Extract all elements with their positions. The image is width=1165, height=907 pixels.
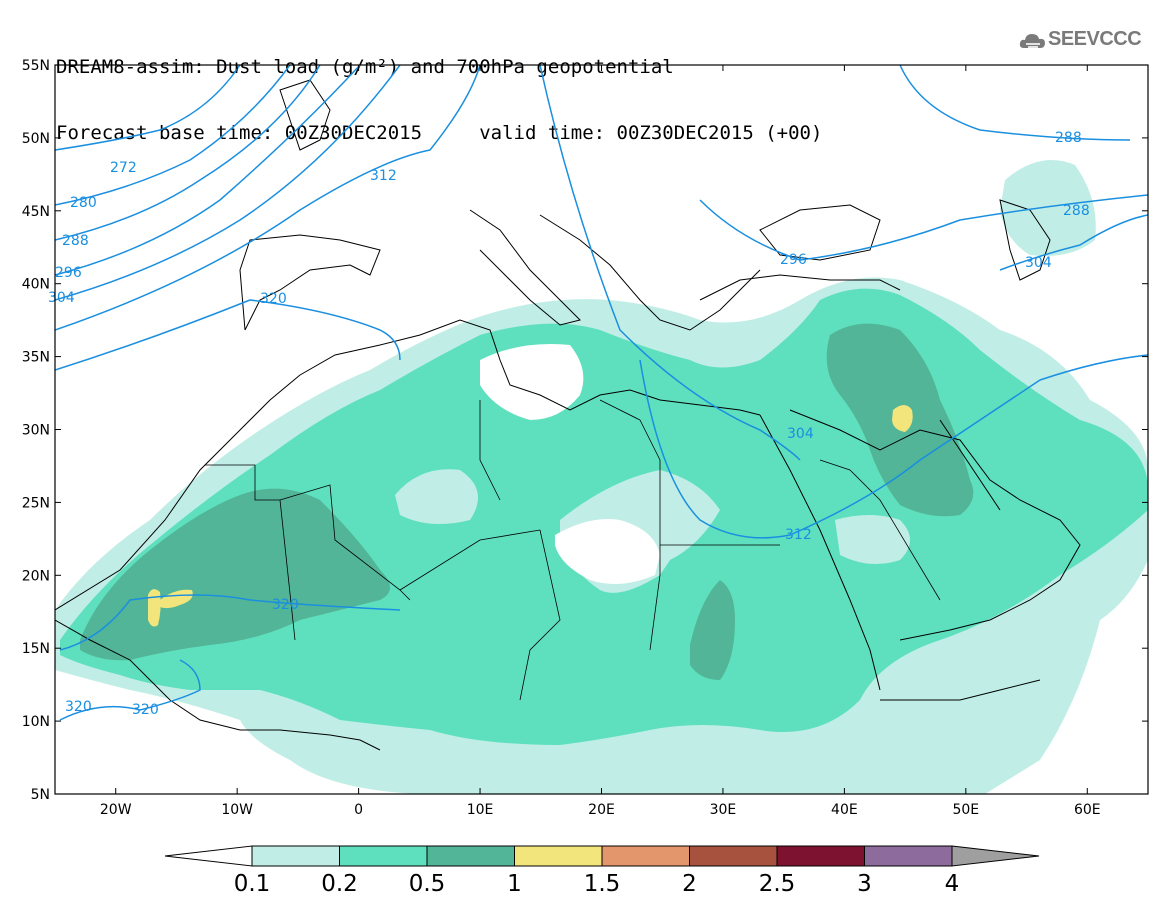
- coast-gulf: [939, 419, 1001, 511]
- map-title: DREAM8-assim: Dust load (g/m²) and 700hP…: [56, 12, 822, 166]
- contour-304-ne: [999, 214, 1148, 271]
- colorbar-over-triangle: [951, 845, 1040, 867]
- lat-label: 15N: [22, 641, 50, 657]
- lat-label: 45N: [22, 204, 50, 220]
- coast-turkey: [699, 274, 901, 301]
- colorbar-under-triangle: [164, 845, 253, 867]
- borders: [205, 399, 941, 701]
- contour-label: 272: [110, 160, 137, 176]
- lat-label: 40N: [22, 277, 50, 293]
- lat-label: 25N: [22, 495, 50, 511]
- coast-britain: [279, 79, 331, 151]
- coast-italy: [469, 209, 581, 326]
- dust-shading: [55, 160, 1148, 794]
- contour-296-east: [699, 194, 1148, 261]
- contour-320-south: [59, 594, 401, 651]
- dust-hole-sahara: [395, 469, 478, 524]
- lat-label: 5N: [31, 787, 50, 803]
- colorbar-swatch: [601, 845, 690, 867]
- contour-272: [55, 65, 241, 151]
- contour-320: [55, 299, 401, 371]
- title-line-2: Forecast base time: 00Z30DEC2015 valid t…: [56, 122, 823, 144]
- coast-africa-west: [55, 619, 381, 751]
- dust-hole-arabia: [835, 515, 910, 564]
- contour-label: 312: [785, 527, 812, 543]
- colorbar-swatch: [776, 845, 865, 867]
- colorbar-swatch: [864, 845, 953, 867]
- contour-304: [55, 65, 401, 301]
- contour-312-east: [639, 354, 1148, 539]
- lat-label: 30N: [22, 423, 50, 439]
- logo-text: SEEVCCC: [1048, 28, 1142, 50]
- contour-280: [55, 65, 291, 206]
- lon-label: 10W: [221, 802, 253, 818]
- contour-label: 312: [370, 168, 397, 184]
- colorbar-label: 0.2: [321, 871, 358, 897]
- contour-304-east: [539, 65, 801, 461]
- coast-africa-north: [55, 319, 761, 611]
- contour-label: 320: [65, 699, 92, 715]
- lon-label: 20E: [588, 802, 615, 818]
- contour-label: 288: [1063, 203, 1090, 219]
- colorbar-swatch: [339, 845, 428, 867]
- colorbar-label: 3: [857, 871, 872, 897]
- lon-label: 30E: [710, 802, 737, 818]
- coast-somalia: [880, 679, 1041, 701]
- colorbar-label: 2: [682, 871, 697, 897]
- colorbar-label: 1: [507, 871, 522, 897]
- dust-peak-senegal: [148, 589, 193, 627]
- lat-label: 55N: [22, 58, 50, 74]
- lon-label: 60E: [1074, 802, 1101, 818]
- geopotential-contours: [55, 65, 1148, 721]
- lon-label: 50E: [952, 802, 979, 818]
- contour-label: 296: [55, 265, 82, 281]
- dust-hole-white: [555, 519, 660, 584]
- lon-label: 0: [354, 802, 363, 818]
- contour-label: 296: [780, 252, 807, 268]
- colorbar-swatch: [689, 845, 778, 867]
- coast-arabia: [789, 409, 1081, 641]
- dust-band-dark-arabia: [900, 475, 945, 512]
- colorbar-swatch: [514, 845, 603, 867]
- contour-label: 304: [787, 426, 814, 442]
- coast-redsea: [759, 414, 881, 691]
- dust-band-light-north: [1000, 160, 1096, 256]
- contour-label: 320: [272, 597, 299, 613]
- cloud-icon: [1019, 34, 1045, 48]
- colorbar-swatch: [251, 845, 340, 867]
- colorbar-swatch: [426, 845, 515, 867]
- colorbar: 0.1 0.2 0.5 1 1.5 2 2.5 3 4: [164, 845, 1040, 897]
- lon-label: 40E: [831, 802, 858, 818]
- contour-288-ne: [899, 65, 1131, 141]
- lat-label: 20N: [22, 568, 50, 584]
- contour-label: 320: [132, 702, 159, 718]
- contour-label: 320: [260, 291, 287, 307]
- lat-label: 10N: [22, 714, 50, 730]
- axes: 55N 50N 45N 40N 35N 30N 25N 20N 15N 10N 5N 20W 10W 0 1…: [22, 58, 1148, 818]
- contour-label: 288: [1055, 130, 1082, 146]
- contour-296: [55, 65, 361, 276]
- lon-label: 10E: [467, 802, 494, 818]
- lat-label: 50N: [22, 131, 50, 147]
- contour-288: [55, 65, 321, 241]
- contour-320-sw: [59, 659, 201, 721]
- contour-label: 280: [70, 195, 97, 211]
- lon-label: 20W: [100, 802, 132, 818]
- dust-band-dark-sudan: [690, 580, 735, 680]
- coast-iberia: [239, 234, 381, 331]
- coastlines: [55, 79, 1081, 751]
- contour-312: [55, 65, 481, 331]
- dust-peak-iraq: [892, 405, 913, 432]
- contour-label: 288: [62, 233, 89, 249]
- contour-label: 304: [1025, 255, 1052, 271]
- colorbar-label: 2.5: [759, 871, 796, 897]
- dust-hole-med: [480, 344, 584, 420]
- contour-label: 304: [48, 290, 75, 306]
- lat-label: 35N: [22, 350, 50, 366]
- colorbar-label: 0.5: [409, 871, 446, 897]
- colorbar-label: 1.5: [584, 871, 621, 897]
- colorbar-label: 0.1: [234, 871, 271, 897]
- colorbar-label: 4: [945, 871, 960, 897]
